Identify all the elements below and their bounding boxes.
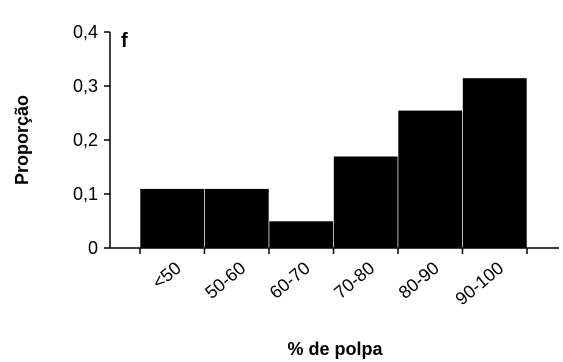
- y-tick-label-4: 0,4: [73, 22, 98, 42]
- panel-label: f: [121, 30, 128, 52]
- bar-2: [268, 220, 334, 249]
- y-tick-label-3: 0,3: [73, 76, 98, 96]
- x-axis-title: % de polpa: [287, 339, 383, 359]
- bar-4: [397, 110, 463, 249]
- bar-0: [139, 188, 205, 249]
- y-tick-label-1: 0,1: [73, 184, 98, 204]
- y-tick-label-0: 0: [88, 238, 98, 258]
- bar-1: [204, 188, 270, 249]
- y-ticks-layer: 0 0,1 0,2 0,3 0,4: [73, 22, 110, 258]
- bars-layer: [139, 77, 528, 249]
- bar-5: [462, 77, 528, 249]
- y-tick-label-2: 0,2: [73, 130, 98, 150]
- bar-3: [333, 155, 399, 249]
- y-axis-title: Proporção: [12, 95, 32, 185]
- x-tick-label-1: 50-60: [201, 258, 249, 303]
- x-ticks-layer: <50 50-60 60-70 70-80 80-90 90-100: [139, 248, 528, 309]
- x-tick-label-2: 60-70: [266, 258, 314, 303]
- x-tick-label-4: 80-90: [395, 258, 443, 303]
- x-tick-label-3: 70-80: [330, 258, 378, 303]
- x-tick-label-0: <50: [149, 258, 185, 293]
- x-tick-label-5: 90-100: [452, 258, 508, 309]
